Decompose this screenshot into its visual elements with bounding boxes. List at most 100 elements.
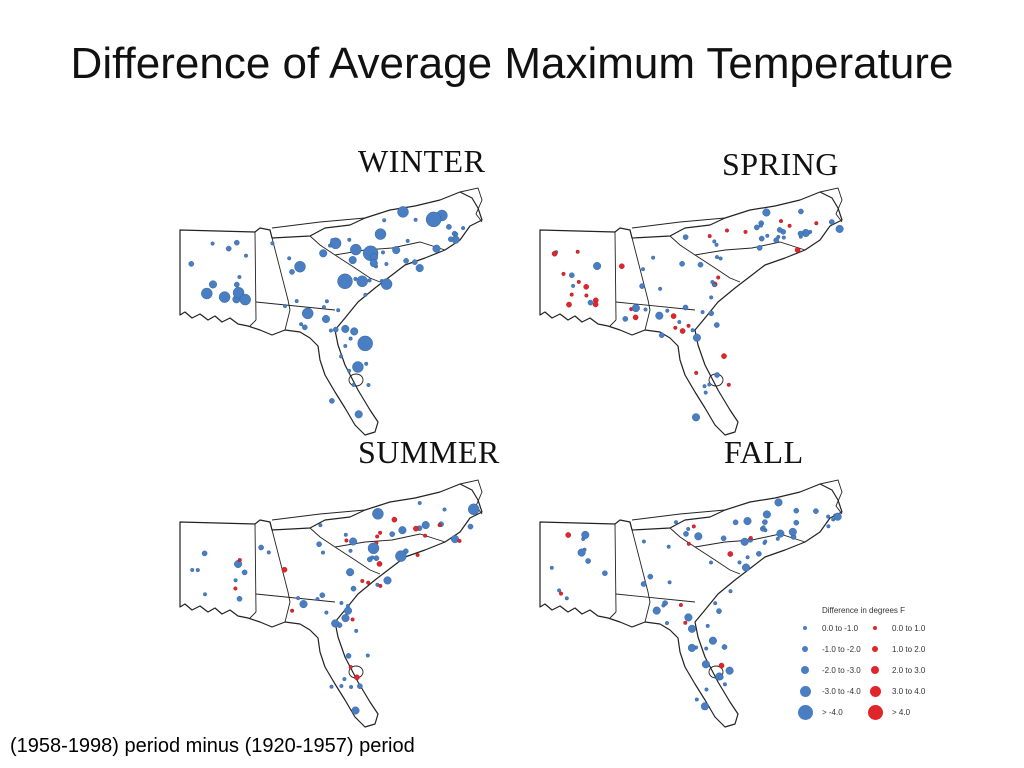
legend-label-warming-0: 0.0 to 1.0 bbox=[892, 624, 926, 633]
station-dot bbox=[432, 244, 441, 253]
station-dot bbox=[365, 653, 370, 658]
station-dot bbox=[411, 259, 418, 265]
station-dot bbox=[655, 311, 664, 320]
station-dot bbox=[299, 322, 304, 327]
station-dot bbox=[762, 208, 771, 217]
station-dot bbox=[354, 410, 363, 419]
station-dot bbox=[631, 304, 640, 313]
station-dot bbox=[339, 600, 344, 605]
station-dot bbox=[813, 508, 819, 514]
station-dot bbox=[357, 683, 363, 689]
station-dot bbox=[367, 542, 380, 555]
station-dot bbox=[833, 512, 842, 521]
station-dot bbox=[714, 372, 720, 378]
station-dot bbox=[652, 606, 661, 615]
legend-label-cooling-1: -1.0 to -2.0 bbox=[822, 645, 861, 654]
station-dot bbox=[694, 697, 699, 702]
station-dot bbox=[776, 529, 785, 538]
station-dot bbox=[673, 325, 678, 330]
station-dot bbox=[468, 503, 480, 515]
station-dot bbox=[201, 287, 213, 300]
station-dot bbox=[437, 523, 442, 528]
station-dot bbox=[397, 206, 409, 218]
station-dot bbox=[808, 229, 813, 234]
station-dot bbox=[575, 249, 580, 254]
station-dot bbox=[380, 278, 393, 290]
station-dot bbox=[701, 660, 710, 669]
station-dot bbox=[788, 527, 797, 536]
station-dot bbox=[328, 328, 333, 333]
station-dot bbox=[708, 636, 717, 645]
station-dot bbox=[708, 560, 713, 565]
station-dot bbox=[551, 250, 558, 257]
station-dot bbox=[392, 246, 401, 255]
season-label-summer: SUMMER bbox=[358, 434, 500, 470]
station-dot bbox=[565, 532, 572, 538]
legend-item-warming-4: > 4.0 bbox=[866, 704, 936, 722]
station-dot bbox=[722, 682, 727, 687]
station-dot bbox=[748, 535, 753, 540]
station-dot bbox=[714, 242, 719, 247]
station-dot bbox=[347, 237, 352, 242]
station-dot bbox=[592, 301, 599, 308]
station-dot bbox=[376, 561, 383, 567]
station-dot bbox=[239, 293, 251, 306]
station-dot bbox=[826, 514, 831, 519]
station-dot bbox=[793, 507, 800, 514]
station-dot bbox=[366, 580, 371, 585]
station-dot bbox=[687, 643, 696, 652]
station-dot bbox=[351, 382, 356, 387]
station-dot bbox=[761, 525, 766, 530]
station-dot bbox=[639, 283, 645, 289]
legend-label-warming-3: 3.0 to 4.0 bbox=[892, 687, 926, 696]
station-dot bbox=[775, 536, 780, 541]
legend-label-cooling-0: 0.0 to -1.0 bbox=[822, 624, 859, 633]
station-dot bbox=[787, 223, 792, 228]
caption: (1958-1998) period minus (1920-1957) per… bbox=[10, 735, 415, 757]
station-dot bbox=[344, 538, 349, 543]
station-dot bbox=[828, 219, 835, 225]
station-dot bbox=[576, 279, 581, 284]
map-fall-svg bbox=[539, 479, 843, 728]
station-dot bbox=[415, 264, 424, 273]
station-dot bbox=[423, 533, 428, 538]
station-dot bbox=[329, 398, 335, 404]
station-dot bbox=[329, 237, 342, 250]
station-dot bbox=[370, 555, 375, 560]
station-dot bbox=[694, 532, 703, 541]
station-dot bbox=[694, 370, 699, 375]
station-dot bbox=[342, 677, 347, 682]
legend-item-warming-3: 3.0 to 4.0 bbox=[866, 683, 936, 701]
station-dot bbox=[241, 569, 248, 576]
legend-dot-warming-3 bbox=[869, 685, 881, 697]
station-dot bbox=[413, 525, 419, 532]
station-dot bbox=[391, 516, 398, 523]
station-dot bbox=[564, 596, 569, 601]
station-dot bbox=[704, 646, 709, 651]
station-dot bbox=[716, 608, 722, 614]
station-dot bbox=[237, 557, 242, 562]
station-dot bbox=[195, 568, 200, 573]
station-dot bbox=[321, 305, 326, 310]
station-dot bbox=[708, 310, 714, 317]
station-dot bbox=[670, 313, 677, 319]
station-dot bbox=[667, 580, 672, 585]
station-dot bbox=[561, 271, 566, 276]
station-dot bbox=[343, 606, 352, 615]
station-dot bbox=[243, 253, 248, 258]
station-dot bbox=[339, 354, 344, 359]
station-dot bbox=[664, 621, 669, 626]
station-dot bbox=[457, 538, 462, 543]
station-dot bbox=[318, 523, 323, 528]
map-summer-svg bbox=[179, 479, 483, 728]
station-dot bbox=[349, 537, 358, 546]
station-dot bbox=[797, 230, 804, 237]
legend-dot-warming-4 bbox=[867, 704, 883, 720]
legend-dot-warming-2 bbox=[871, 666, 879, 674]
legend-item-cooling-0: 0.0 to -1.0 bbox=[796, 620, 866, 638]
station-dot bbox=[373, 555, 380, 561]
station-dot bbox=[781, 235, 786, 240]
station-dot bbox=[581, 530, 590, 539]
station-dot bbox=[728, 589, 733, 594]
station-dot bbox=[356, 275, 368, 288]
